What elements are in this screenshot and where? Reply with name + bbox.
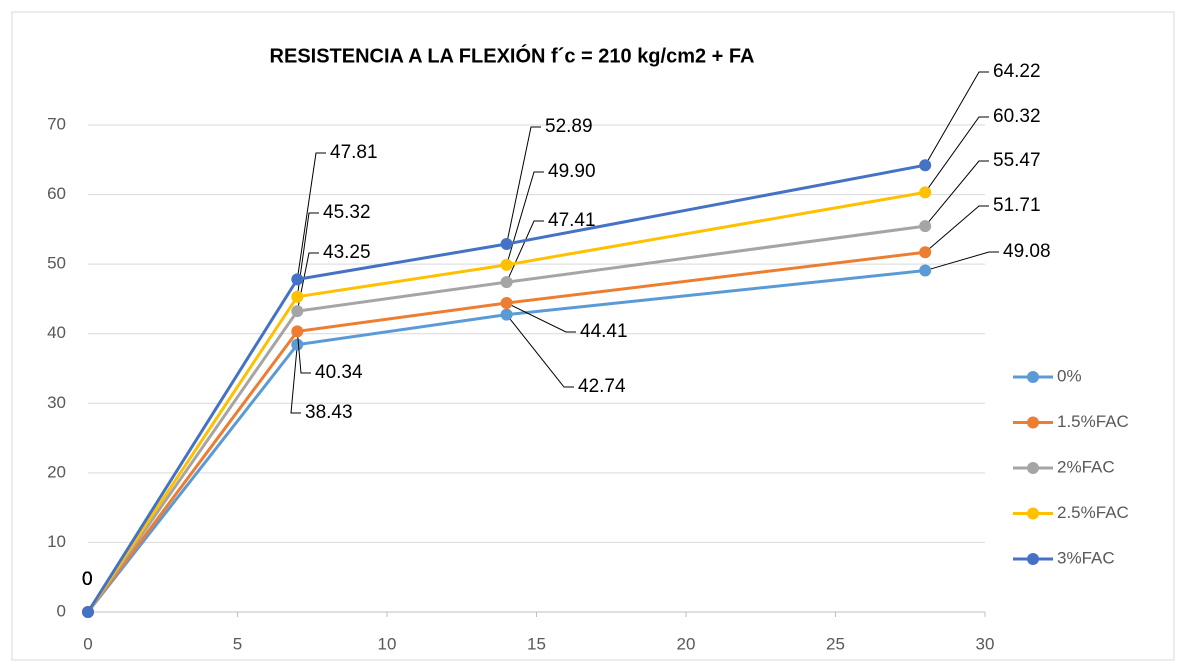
data-label: 0	[82, 569, 93, 590]
series-line	[86, 269, 926, 613]
data-label: 40.34	[315, 362, 363, 383]
data-point	[919, 264, 932, 277]
leader-line	[290, 344, 301, 414]
leader-line	[925, 251, 999, 272]
data-label: 55.47	[993, 150, 1041, 171]
leader-line	[506, 171, 544, 265]
legend-marker	[1027, 553, 1039, 565]
y-tick-label: 60	[47, 184, 66, 203]
data-label: 47.81	[330, 142, 378, 163]
data-point	[82, 606, 94, 618]
chart-border	[11, 11, 1175, 661]
series-line	[86, 163, 926, 613]
y-tick-label: 40	[47, 323, 66, 342]
x-tick-label: 0	[83, 634, 92, 653]
data-point	[291, 305, 304, 318]
data-label: 64.22	[993, 61, 1041, 82]
data-label: 44.41	[580, 321, 628, 342]
data-point	[500, 238, 513, 251]
leader-line	[506, 126, 541, 245]
data-point	[919, 246, 932, 259]
leader-line	[924, 71, 989, 166]
legend-label: 2%FAC	[1057, 457, 1115, 476]
data-point	[919, 186, 932, 199]
x-tick-label: 5	[233, 634, 242, 653]
y-tick-label: 50	[47, 254, 66, 273]
leader-line	[296, 331, 311, 374]
leader-line	[506, 314, 574, 388]
y-tick-label: 20	[47, 462, 66, 481]
data-point	[291, 290, 304, 303]
legend-label: 3%FAC	[1057, 548, 1115, 567]
data-point	[291, 273, 304, 286]
leader-line	[296, 252, 319, 312]
y-tick-label: 0	[57, 601, 66, 620]
series-line	[86, 224, 926, 613]
data-label: 49.08	[1003, 241, 1051, 262]
data-point	[291, 325, 304, 338]
data-label: 38.43	[305, 402, 353, 423]
series-line	[86, 190, 926, 613]
data-label: 0	[82, 569, 93, 590]
leader-line	[924, 116, 989, 193]
legend-label: 2.5%FAC	[1057, 503, 1129, 522]
leader-line	[506, 302, 576, 333]
data-point	[919, 159, 932, 172]
legend-marker	[1027, 416, 1039, 429]
data-label: 0	[82, 569, 93, 590]
leader-line	[296, 152, 326, 280]
series-line	[86, 250, 926, 613]
data-label: 43.25	[323, 242, 371, 263]
legend-marker	[1027, 371, 1039, 383]
legend-marker	[1027, 507, 1039, 520]
data-label: 49.90	[548, 161, 596, 182]
data-point	[500, 297, 513, 310]
leader-line	[296, 212, 319, 297]
chart-title: RESISTENCIA A LA FLEXIÓN f´c = 210 kg/cm…	[270, 43, 755, 67]
legend-label: 1.5%FAC	[1057, 412, 1129, 431]
x-tick-label: 10	[378, 634, 397, 653]
y-tick-label: 30	[47, 393, 66, 412]
legend-marker	[1027, 462, 1039, 474]
leader-line	[924, 205, 989, 253]
y-tick-label: 10	[47, 532, 66, 551]
x-tick-label: 20	[677, 634, 696, 653]
data-label: 52.89	[545, 116, 593, 137]
data-label: 51.71	[993, 195, 1041, 216]
data-point	[919, 220, 932, 233]
data-point	[500, 276, 513, 289]
data-label: 0	[82, 569, 93, 590]
x-tick-label: 15	[527, 634, 546, 653]
data-label: 45.32	[323, 202, 371, 223]
x-tick-label: 25	[826, 634, 845, 653]
data-point	[291, 338, 304, 351]
data-label: 42.74	[578, 376, 626, 397]
data-point	[500, 258, 513, 271]
data-label: 47.41	[548, 210, 596, 231]
legend-label: 0%	[1057, 366, 1082, 385]
data-point	[500, 308, 513, 321]
x-tick-label: 30	[976, 634, 995, 653]
y-tick-label: 70	[47, 114, 66, 133]
leader-line	[924, 160, 989, 227]
data-label: 60.32	[993, 106, 1041, 127]
data-label: 0	[82, 569, 93, 590]
